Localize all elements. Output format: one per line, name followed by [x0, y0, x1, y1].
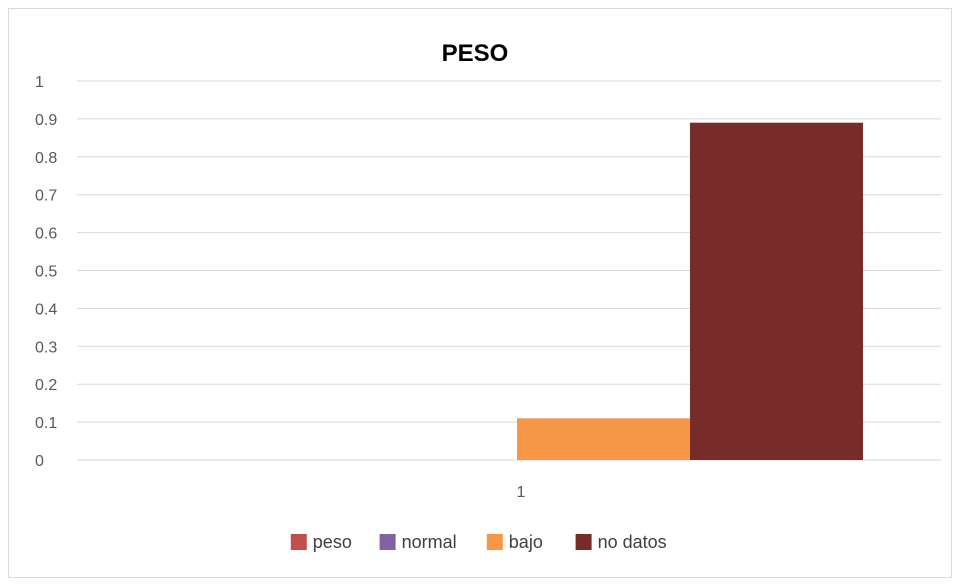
bar-bajo	[517, 418, 690, 460]
legend-label: bajo	[509, 532, 543, 552]
y-tick-label: 0.2	[35, 377, 57, 394]
legend-item-bajo: bajo	[486, 532, 543, 552]
legend-item-peso: peso	[290, 532, 352, 552]
legend-swatch	[486, 534, 503, 550]
y-tick-label: 0.7	[35, 188, 57, 205]
legend-label: normal	[402, 532, 457, 552]
y-tick-label: 0	[35, 453, 44, 470]
chart-title: PESO	[442, 40, 509, 67]
y-axis-tick-labels: 0 0.1 0.2 0.3 0.4 0.5 0.6 0.7 0.8 0.9 1	[35, 74, 57, 470]
y-tick-label: 0.5	[35, 264, 57, 281]
chart-frame: PESO 0 0.1 0.2 0.3 0.4 0.5 0.6 0.7 0.8 0.9 1 1 pes…	[8, 8, 952, 578]
y-tick-label: 0.6	[35, 226, 57, 243]
y-tick-label: 0.1	[35, 415, 57, 432]
y-tick-label: 0.4	[35, 301, 57, 318]
legend-label: no datos	[598, 532, 667, 552]
bar-chart: PESO 0 0.1 0.2 0.3 0.4 0.5 0.6 0.7 0.8 0.9 1 1 pes…	[35, 40, 941, 552]
legend-swatch	[575, 534, 592, 550]
legend-label: peso	[313, 532, 352, 552]
y-tick-label: 0.3	[35, 339, 57, 356]
legend-item-no-datos: no datos	[575, 532, 667, 552]
y-tick-label: 1	[35, 74, 44, 91]
y-tick-label: 0.8	[35, 150, 57, 167]
bar-no-datos	[690, 122, 863, 460]
legend-swatch	[379, 534, 396, 550]
y-tick-label: 0.9	[35, 112, 57, 129]
legend-item-normal: normal	[379, 532, 457, 552]
legend: peso normal bajo no datos	[290, 532, 667, 552]
x-axis-tick-labels: 1	[517, 484, 526, 501]
legend-swatch	[290, 534, 307, 550]
bars	[517, 122, 863, 460]
x-tick-label: 1	[517, 484, 526, 501]
gridlines	[77, 80, 941, 461]
